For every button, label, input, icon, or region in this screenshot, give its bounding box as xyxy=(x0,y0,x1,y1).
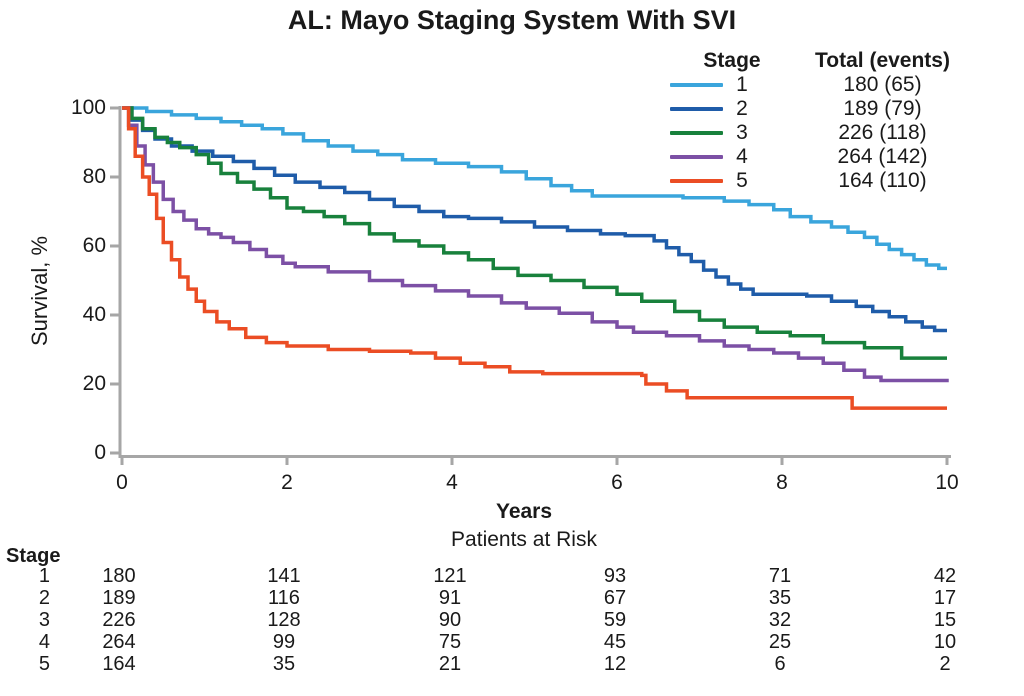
risk-value: 15 xyxy=(933,609,957,631)
legend-line-stage-4-swatch xyxy=(670,155,723,159)
x-tick-label: 0 xyxy=(116,471,128,494)
risk-value: 2 xyxy=(939,653,951,675)
km-curve-stage-4 xyxy=(122,106,949,383)
risk-value: 116 xyxy=(268,587,300,609)
km-curve-stage-1 xyxy=(122,106,947,271)
risk-row-stage: 3 xyxy=(38,609,50,631)
x-tick-label: 4 xyxy=(446,471,458,494)
risk-value: 45 xyxy=(603,631,627,653)
legend-line-stage-1-swatch xyxy=(670,83,723,87)
legend-line-stage-5-swatch xyxy=(670,179,723,183)
y-tick-label: 100 xyxy=(70,96,106,119)
risk-value: 42 xyxy=(933,565,957,587)
legend-stage-label: 2 xyxy=(736,97,748,120)
km-curve-stage-2 xyxy=(122,106,947,333)
risk-value: 164 xyxy=(102,653,136,675)
risk-row-stage: 2 xyxy=(38,587,50,609)
risk-value: 12 xyxy=(603,653,627,675)
legend-stage-label: 1 xyxy=(736,73,748,96)
risk-value: 59 xyxy=(603,609,627,631)
risk-value: 67 xyxy=(603,587,627,609)
risk-row-stage: 1 xyxy=(38,565,50,587)
y-tick-label: 60 xyxy=(82,234,106,257)
risk-value: 10 xyxy=(933,631,957,653)
legend-total-events: 180 (65) xyxy=(843,73,922,96)
risk-row-stage: 4 xyxy=(38,631,50,653)
risk-value: 25 xyxy=(768,631,792,653)
x-tick-label: 2 xyxy=(281,471,293,494)
risk-row-stage: 5 xyxy=(38,653,50,675)
y-tick-label: 0 xyxy=(94,441,106,464)
risk-value: 121 xyxy=(433,565,467,587)
legend-line-stage-2-swatch xyxy=(670,107,723,111)
legend-stage-label: 5 xyxy=(736,169,748,192)
risk-table-stage-header: Stage xyxy=(6,545,61,567)
y-tick-label: 40 xyxy=(82,303,106,326)
legend-total-events: 226 (118) xyxy=(838,121,927,144)
risk-value: 75 xyxy=(438,631,462,653)
x-tick-label: 8 xyxy=(776,471,788,494)
legend-stage-label: 4 xyxy=(736,145,748,168)
risk-value: 93 xyxy=(603,565,627,587)
risk-value: 226 xyxy=(102,609,136,631)
km-curve-stage-3 xyxy=(122,106,947,360)
risk-value: 71 xyxy=(768,565,792,587)
x-axis-label: Years xyxy=(495,500,553,523)
risk-value: 35 xyxy=(768,587,792,609)
risk-value: 128 xyxy=(267,609,301,631)
y-tick-label: 80 xyxy=(82,165,106,188)
risk-value: 21 xyxy=(438,653,462,675)
risk-value: 17 xyxy=(933,587,957,609)
risk-value: 99 xyxy=(272,631,296,653)
risk-table-caption: Patients at Risk xyxy=(451,528,597,551)
axis-lines xyxy=(110,106,951,465)
risk-value: 6 xyxy=(774,653,786,675)
x-tick-label: 6 xyxy=(611,471,623,494)
legend-total-events: 164 (110) xyxy=(838,169,927,192)
risk-value: 32 xyxy=(768,609,792,631)
risk-value: 180 xyxy=(102,565,136,587)
risk-value: 264 xyxy=(102,631,136,653)
legend-header-stage: Stage xyxy=(703,49,761,72)
risk-value: 90 xyxy=(438,609,462,631)
legend-total-events: 264 (142) xyxy=(837,145,928,168)
legend-stage-label: 3 xyxy=(736,121,748,144)
y-tick-label: 20 xyxy=(82,372,106,395)
risk-value: 189 xyxy=(102,587,136,609)
risk-value: 91 xyxy=(438,587,462,609)
legend-header-total: Total (events) xyxy=(815,49,950,72)
legend-total-events: 189 (79) xyxy=(843,97,922,120)
legend-line-stage-3-swatch xyxy=(670,131,723,135)
km-curve-stage-5 xyxy=(122,106,947,410)
x-tick-label: 10 xyxy=(935,471,959,494)
risk-value: 35 xyxy=(272,653,296,675)
chart-title: AL: Mayo Staging System With SVI xyxy=(287,5,737,35)
risk-value: 141 xyxy=(267,565,301,587)
